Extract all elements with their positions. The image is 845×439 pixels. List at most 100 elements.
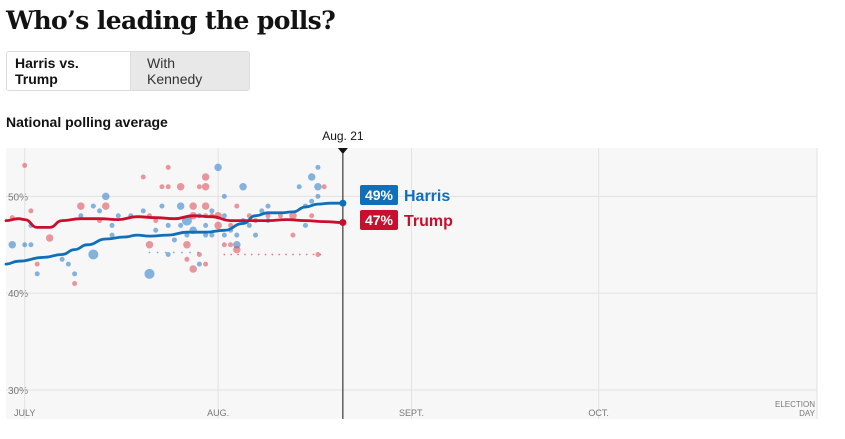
harris-poll-dot	[164, 251, 167, 254]
harris-poll-dot	[65, 261, 71, 267]
trump-poll-dot	[153, 218, 159, 224]
harris-name-label: Harris	[404, 188, 450, 205]
trump-poll-dot	[278, 253, 281, 256]
harris-poll-dot	[189, 251, 191, 254]
harris-poll-dot	[214, 163, 222, 172]
trump-endpoint	[339, 219, 347, 227]
tab-harris-vs-trump[interactable]: Harris vs. Trump	[7, 52, 130, 90]
trump-name-label: Trump	[404, 213, 453, 230]
trump-poll-dot	[257, 253, 260, 256]
harris-poll-dot	[221, 193, 227, 199]
harris-poll-dot	[265, 203, 271, 209]
harris-trend-line	[4, 201, 345, 266]
trump-poll-dot	[34, 261, 40, 267]
trump-poll-dot	[102, 202, 110, 210]
trump-value-badge	[360, 210, 398, 230]
trump-poll-dot	[165, 164, 171, 170]
trump-poll-dot	[237, 253, 239, 256]
trump-value-label: 47%	[365, 212, 394, 228]
trump-poll-dot	[228, 242, 234, 248]
harris-poll-dot	[253, 232, 259, 238]
harris-poll-dot	[203, 232, 209, 238]
current-date-label: Aug. 21	[322, 129, 364, 143]
trump-poll-dot	[290, 232, 296, 238]
trump-poll-dot	[183, 241, 191, 249]
trump-poll-dot	[45, 234, 54, 242]
current-date-marker	[337, 148, 348, 154]
trump-poll-dot	[28, 208, 34, 214]
harris-poll-dot	[176, 202, 185, 210]
page-title: Who’s leading the polls?	[6, 6, 336, 35]
harris-poll-dot	[78, 213, 84, 219]
trump-poll-dot	[189, 265, 197, 273]
harris-poll-dot	[246, 222, 252, 228]
trump-poll-dot	[72, 281, 78, 286]
harris-poll-dot	[315, 164, 321, 170]
trump-poll-dot	[292, 253, 294, 256]
trump-poll-dot	[176, 182, 185, 191]
harris-poll-dot	[153, 227, 159, 233]
harris-poll-dot	[315, 193, 321, 199]
harris-poll-dot	[165, 251, 171, 257]
harris-poll-dot	[184, 232, 190, 238]
harris-poll-dot	[309, 198, 315, 204]
harris-poll-dot	[88, 249, 99, 260]
tab-with-kennedy[interactable]: With Kennedy	[130, 52, 249, 90]
trump-poll-dot	[230, 253, 233, 256]
race-tabs: Harris vs. Trump With Kennedy	[6, 51, 250, 91]
harris-poll-dot	[109, 222, 115, 228]
x-tick-label: SEPT.	[399, 408, 424, 418]
trump-poll-dot	[201, 182, 210, 191]
harris-poll-dot	[22, 242, 28, 248]
trump-poll-dot	[319, 253, 322, 256]
trump-poll-dot	[315, 251, 321, 257]
y-tick-label: 30%	[8, 386, 28, 397]
trump-poll-dot	[309, 213, 315, 219]
harris-poll-dot	[159, 203, 165, 209]
harris-poll-dot	[221, 213, 227, 219]
harris-value-label: 49%	[365, 187, 394, 203]
harris-poll-dot	[172, 251, 175, 254]
trump-poll-dot	[233, 245, 241, 254]
trump-poll-dot	[201, 173, 210, 181]
trump-poll-dot	[250, 253, 253, 256]
harris-poll-dot	[115, 213, 121, 219]
harris-poll-dot	[34, 271, 40, 277]
harris-poll-dot	[239, 182, 247, 191]
trump-poll-dot	[189, 202, 197, 210]
harris-poll-dot	[307, 173, 316, 181]
harris-poll-dot	[181, 251, 183, 254]
trump-poll-dot	[312, 253, 315, 256]
trump-poll-dot	[22, 162, 28, 168]
trump-poll-dot	[277, 213, 283, 219]
trump-poll-dot	[145, 241, 154, 249]
trump-poll-dot	[285, 253, 288, 256]
harris-poll-dot	[234, 232, 240, 238]
trump-poll-dot	[214, 221, 222, 230]
y-tick-label: 50%	[8, 192, 28, 203]
x-tick-label: ELECTION DAY	[775, 400, 816, 418]
harris-poll-dot	[97, 208, 103, 214]
trump-poll-dot	[203, 261, 209, 267]
trump-poll-dot	[165, 184, 171, 190]
harris-endpoint	[339, 199, 347, 207]
y-tick-label: 40%	[8, 289, 28, 300]
harris-poll-dot	[59, 256, 65, 262]
harris-poll-dot	[140, 208, 146, 214]
trump-poll-dot	[159, 184, 165, 190]
x-tick-label: JULY	[14, 408, 35, 418]
harris-poll-dot	[90, 203, 96, 209]
harris-poll-dot	[196, 261, 202, 267]
harris-poll-dot	[259, 208, 265, 214]
harris-poll-dot	[72, 271, 78, 277]
x-tick-label: OCT.	[588, 408, 609, 418]
trump-poll-dot	[184, 256, 190, 262]
trump-poll-dot	[201, 202, 210, 210]
trump-poll-dot	[265, 213, 271, 219]
harris-poll-dot	[144, 268, 155, 279]
harris-poll-dot	[156, 251, 159, 254]
harris-poll-dot	[197, 251, 200, 254]
harris-poll-dot	[165, 222, 171, 228]
trump-poll-dot	[140, 174, 146, 180]
